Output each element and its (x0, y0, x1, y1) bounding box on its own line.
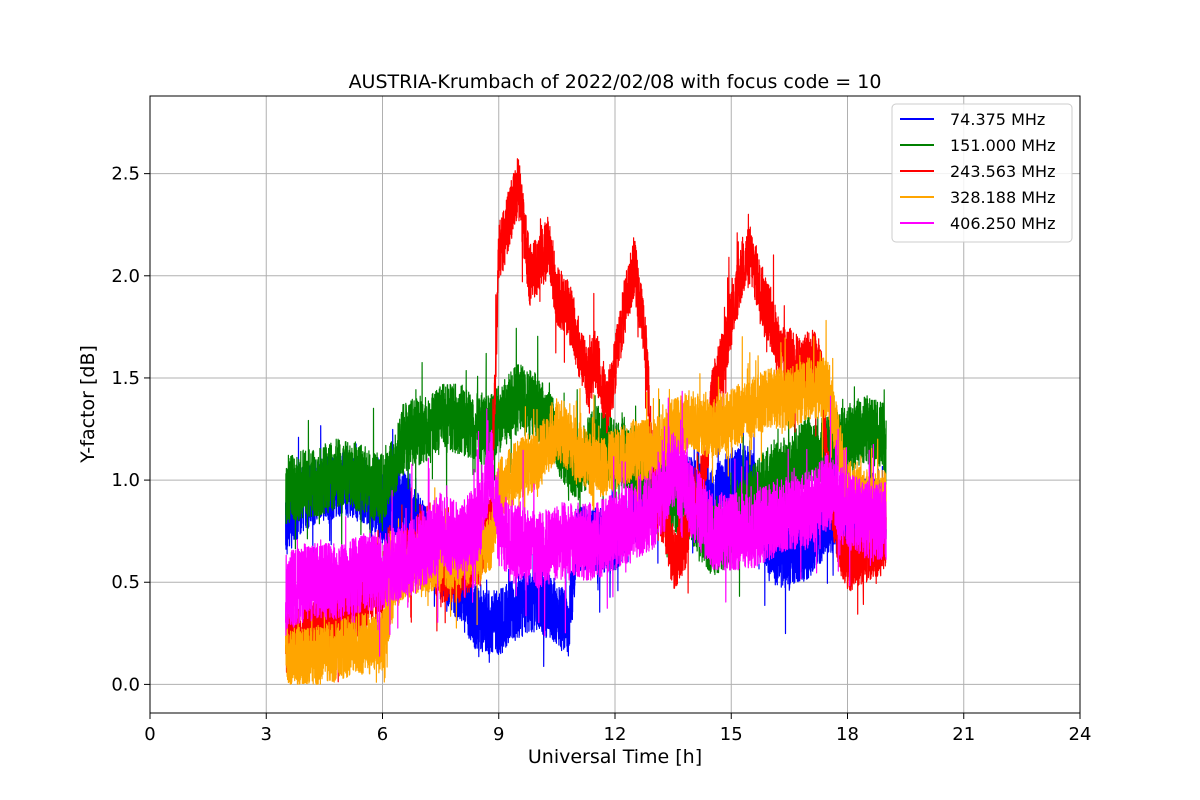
series-line-5 (285, 390, 887, 657)
series-line-4 (285, 319, 887, 685)
ticks: 0 3 6 9 12 15 18 21 24 0.0 0.5 1.0 1.5 2.0 2.5 (111, 164, 1091, 745)
y-tick-label: 1.0 (111, 470, 140, 491)
x-tick-label: 18 (836, 724, 859, 745)
y-tick-label: 2.0 (111, 266, 140, 287)
y-tick-label: 0.5 (111, 572, 140, 593)
series-layer (285, 158, 887, 685)
legend-label: 406.250 MHz (950, 214, 1055, 233)
y-axis-label: Y-factor [dB] (77, 345, 99, 464)
x-tick-label: 3 (261, 724, 272, 745)
x-tick-label: 12 (604, 724, 627, 745)
legend: 74.375 MHz 151.000 MHz 243.563 MHz 328.188 … (891, 103, 1073, 243)
y-tick-label: 2.5 (111, 164, 140, 185)
x-tick-label: 15 (720, 724, 743, 745)
y-tick-label: 1.5 (111, 368, 140, 389)
y-tick-label: 0.0 (111, 674, 140, 695)
legend-label: 243.563 MHz (950, 162, 1055, 181)
x-axis-label: Universal Time [h] (528, 746, 702, 768)
chart-title: AUSTRIA-Krumbach of 2022/02/08 with focu… (349, 71, 882, 93)
legend-label: 328.188 MHz (950, 188, 1055, 207)
legend-label: 74.375 MHz (950, 110, 1045, 129)
x-tick-label: 21 (952, 724, 975, 745)
legend-label: 151.000 MHz (950, 136, 1055, 155)
legend-box (891, 103, 1073, 243)
x-tick-label: 6 (377, 724, 388, 745)
x-tick-label: 24 (1069, 724, 1092, 745)
x-tick-label: 9 (493, 724, 504, 745)
x-tick-label: 0 (144, 724, 155, 745)
